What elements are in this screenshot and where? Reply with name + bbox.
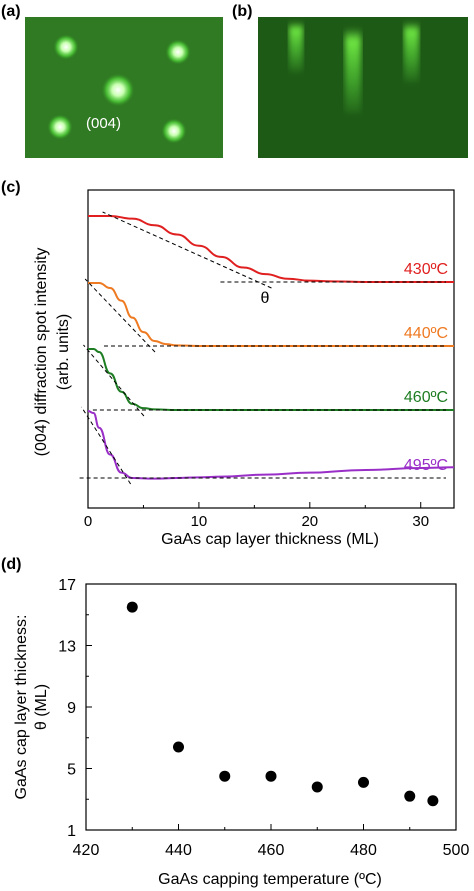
y-tick-label-d: 17 bbox=[58, 577, 76, 594]
x-tick-label-d: 440 bbox=[165, 842, 192, 859]
y-axis-label-c: (004) diffraction spot intensity bbox=[33, 248, 50, 457]
plot-frame-c bbox=[87, 189, 455, 509]
x-tick-label-c: 30 bbox=[412, 513, 429, 530]
rheed-streak-pattern bbox=[258, 17, 468, 158]
theta-scatter-chart: 420 440 460 480 500 1 5 9 13 17 bbox=[58, 577, 469, 859]
tangent-fit-line bbox=[83, 344, 145, 417]
diffraction-streak bbox=[404, 22, 419, 82]
x-tick-label-c: 20 bbox=[301, 513, 318, 530]
series-label-3: 460ºC bbox=[404, 389, 448, 406]
y-axis-label-d: GaAs cap layer thickness: bbox=[13, 615, 30, 800]
tangent-fit-line bbox=[81, 406, 132, 485]
x-tick-label-d: 500 bbox=[443, 842, 470, 859]
diffraction-streak bbox=[345, 28, 361, 113]
x-tick-label-c: 10 bbox=[191, 513, 208, 530]
series-line-4 bbox=[87, 410, 455, 480]
panel-d-letter: (d) bbox=[1, 556, 21, 573]
panel-c-letter: (c) bbox=[1, 179, 21, 196]
intensity-chart: 0 10 20 30 430ºC 440ºC 460ºC 495ºC θ bbox=[79, 189, 455, 530]
x-tick-label-c: 0 bbox=[84, 513, 92, 530]
x-tick-label-d: 460 bbox=[258, 842, 285, 859]
tangent-fit-line bbox=[102, 211, 272, 289]
rheed-spot-pattern bbox=[25, 17, 223, 158]
diffraction-spot bbox=[53, 34, 79, 60]
theta-annotation: θ bbox=[260, 290, 269, 307]
data-point bbox=[265, 770, 277, 782]
spot-label-004: (004) bbox=[86, 115, 121, 132]
y-tick-label-d: 9 bbox=[67, 700, 76, 717]
plot-frame-d bbox=[85, 583, 457, 831]
data-point bbox=[173, 741, 184, 753]
x-tick-label-d: 420 bbox=[73, 842, 100, 859]
data-point bbox=[404, 790, 416, 802]
series-label-1: 430ºC bbox=[404, 261, 448, 278]
y-tick-label-d: 13 bbox=[58, 639, 76, 656]
x-axis-label-c: GaAs cap layer thickness (ML) bbox=[161, 531, 379, 548]
tangent-fit-line bbox=[84, 278, 156, 353]
y-axis-unit-d: θ (ML) bbox=[33, 684, 50, 730]
data-point bbox=[427, 795, 439, 807]
series-label-2: 440ºC bbox=[404, 325, 448, 342]
diffraction-spot bbox=[47, 114, 73, 140]
y-tick-label-d: 5 bbox=[67, 762, 76, 779]
series-label-4: 495ºC bbox=[404, 457, 448, 474]
diffraction-spot bbox=[165, 39, 191, 65]
data-point bbox=[358, 776, 369, 788]
series-line-2 bbox=[87, 282, 454, 348]
panel-b-letter: (b) bbox=[232, 3, 252, 20]
panel-a-letter: (a) bbox=[1, 3, 21, 20]
data-point bbox=[311, 781, 323, 793]
diffraction-spot-004 bbox=[101, 73, 135, 107]
series-line-1 bbox=[87, 214, 454, 283]
x-axis-label-d: GaAs capping temperature (ºC) bbox=[158, 871, 382, 888]
diffraction-spot bbox=[161, 118, 187, 144]
data-point bbox=[219, 770, 231, 782]
diffraction-streak bbox=[289, 22, 303, 72]
y-axis-unit-c: (arb. units) bbox=[55, 314, 72, 390]
x-tick-label-d: 480 bbox=[350, 842, 377, 859]
y-tick-label-d: 1 bbox=[67, 823, 76, 840]
data-point bbox=[126, 601, 138, 613]
series-line-3 bbox=[88, 348, 454, 412]
